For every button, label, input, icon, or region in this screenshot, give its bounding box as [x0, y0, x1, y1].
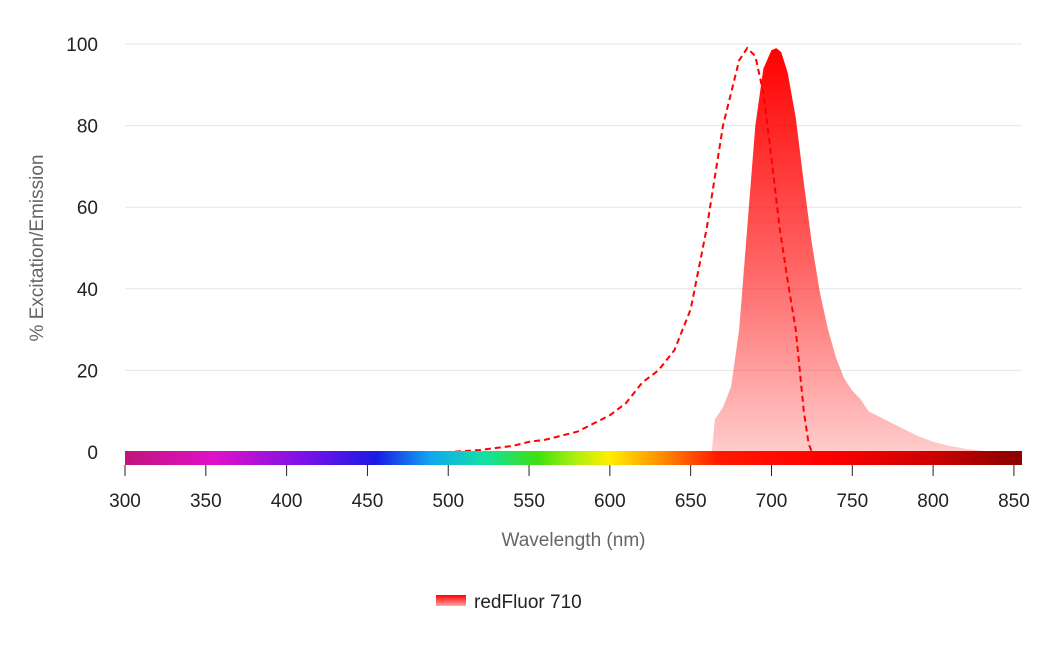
x-tick-label: 500 [432, 491, 464, 512]
x-tick-label: 450 [352, 491, 384, 512]
x-tick-label: 400 [271, 491, 303, 512]
x-axis-ticks: 300 350 400 450 500 550 600 650 700 750 800 850 [109, 465, 1030, 512]
emission-area-layer [711, 48, 998, 452]
legend[interactable]: redFluor 710 [436, 592, 582, 613]
excitation-line-layer [125, 46, 1022, 453]
y-tick-label: 20 [77, 361, 98, 382]
x-tick-label: 550 [513, 491, 545, 512]
x-axis-title: Wavelength (nm) [502, 530, 646, 551]
x-tick-label: 800 [917, 491, 949, 512]
x-tick-label: 850 [998, 491, 1030, 512]
x-tick-label: 700 [756, 491, 788, 512]
x-tick-label: 650 [675, 491, 707, 512]
wavelength-color-bar [125, 451, 1022, 465]
x-tick-label: 300 [109, 491, 141, 512]
y-tick-label: 60 [77, 198, 98, 219]
y-tick-label: 80 [77, 117, 98, 138]
x-tick-label: 750 [836, 491, 868, 512]
y-tick-labels: 0 20 40 60 80 100 [66, 35, 98, 464]
y-tick-label: 100 [66, 35, 98, 56]
x-tick-label: 600 [594, 491, 626, 512]
grid-lines [125, 43, 1022, 371]
y-axis-title: % Excitation/Emission [27, 155, 48, 342]
x-tick-label: 350 [190, 491, 222, 512]
y-tick-label: 40 [77, 280, 98, 301]
y-tick-label: 0 [87, 443, 98, 464]
emission-area [711, 48, 998, 452]
legend-swatch[interactable] [436, 595, 466, 606]
legend-label[interactable]: redFluor 710 [474, 592, 582, 613]
excitation-line [125, 46, 1022, 453]
